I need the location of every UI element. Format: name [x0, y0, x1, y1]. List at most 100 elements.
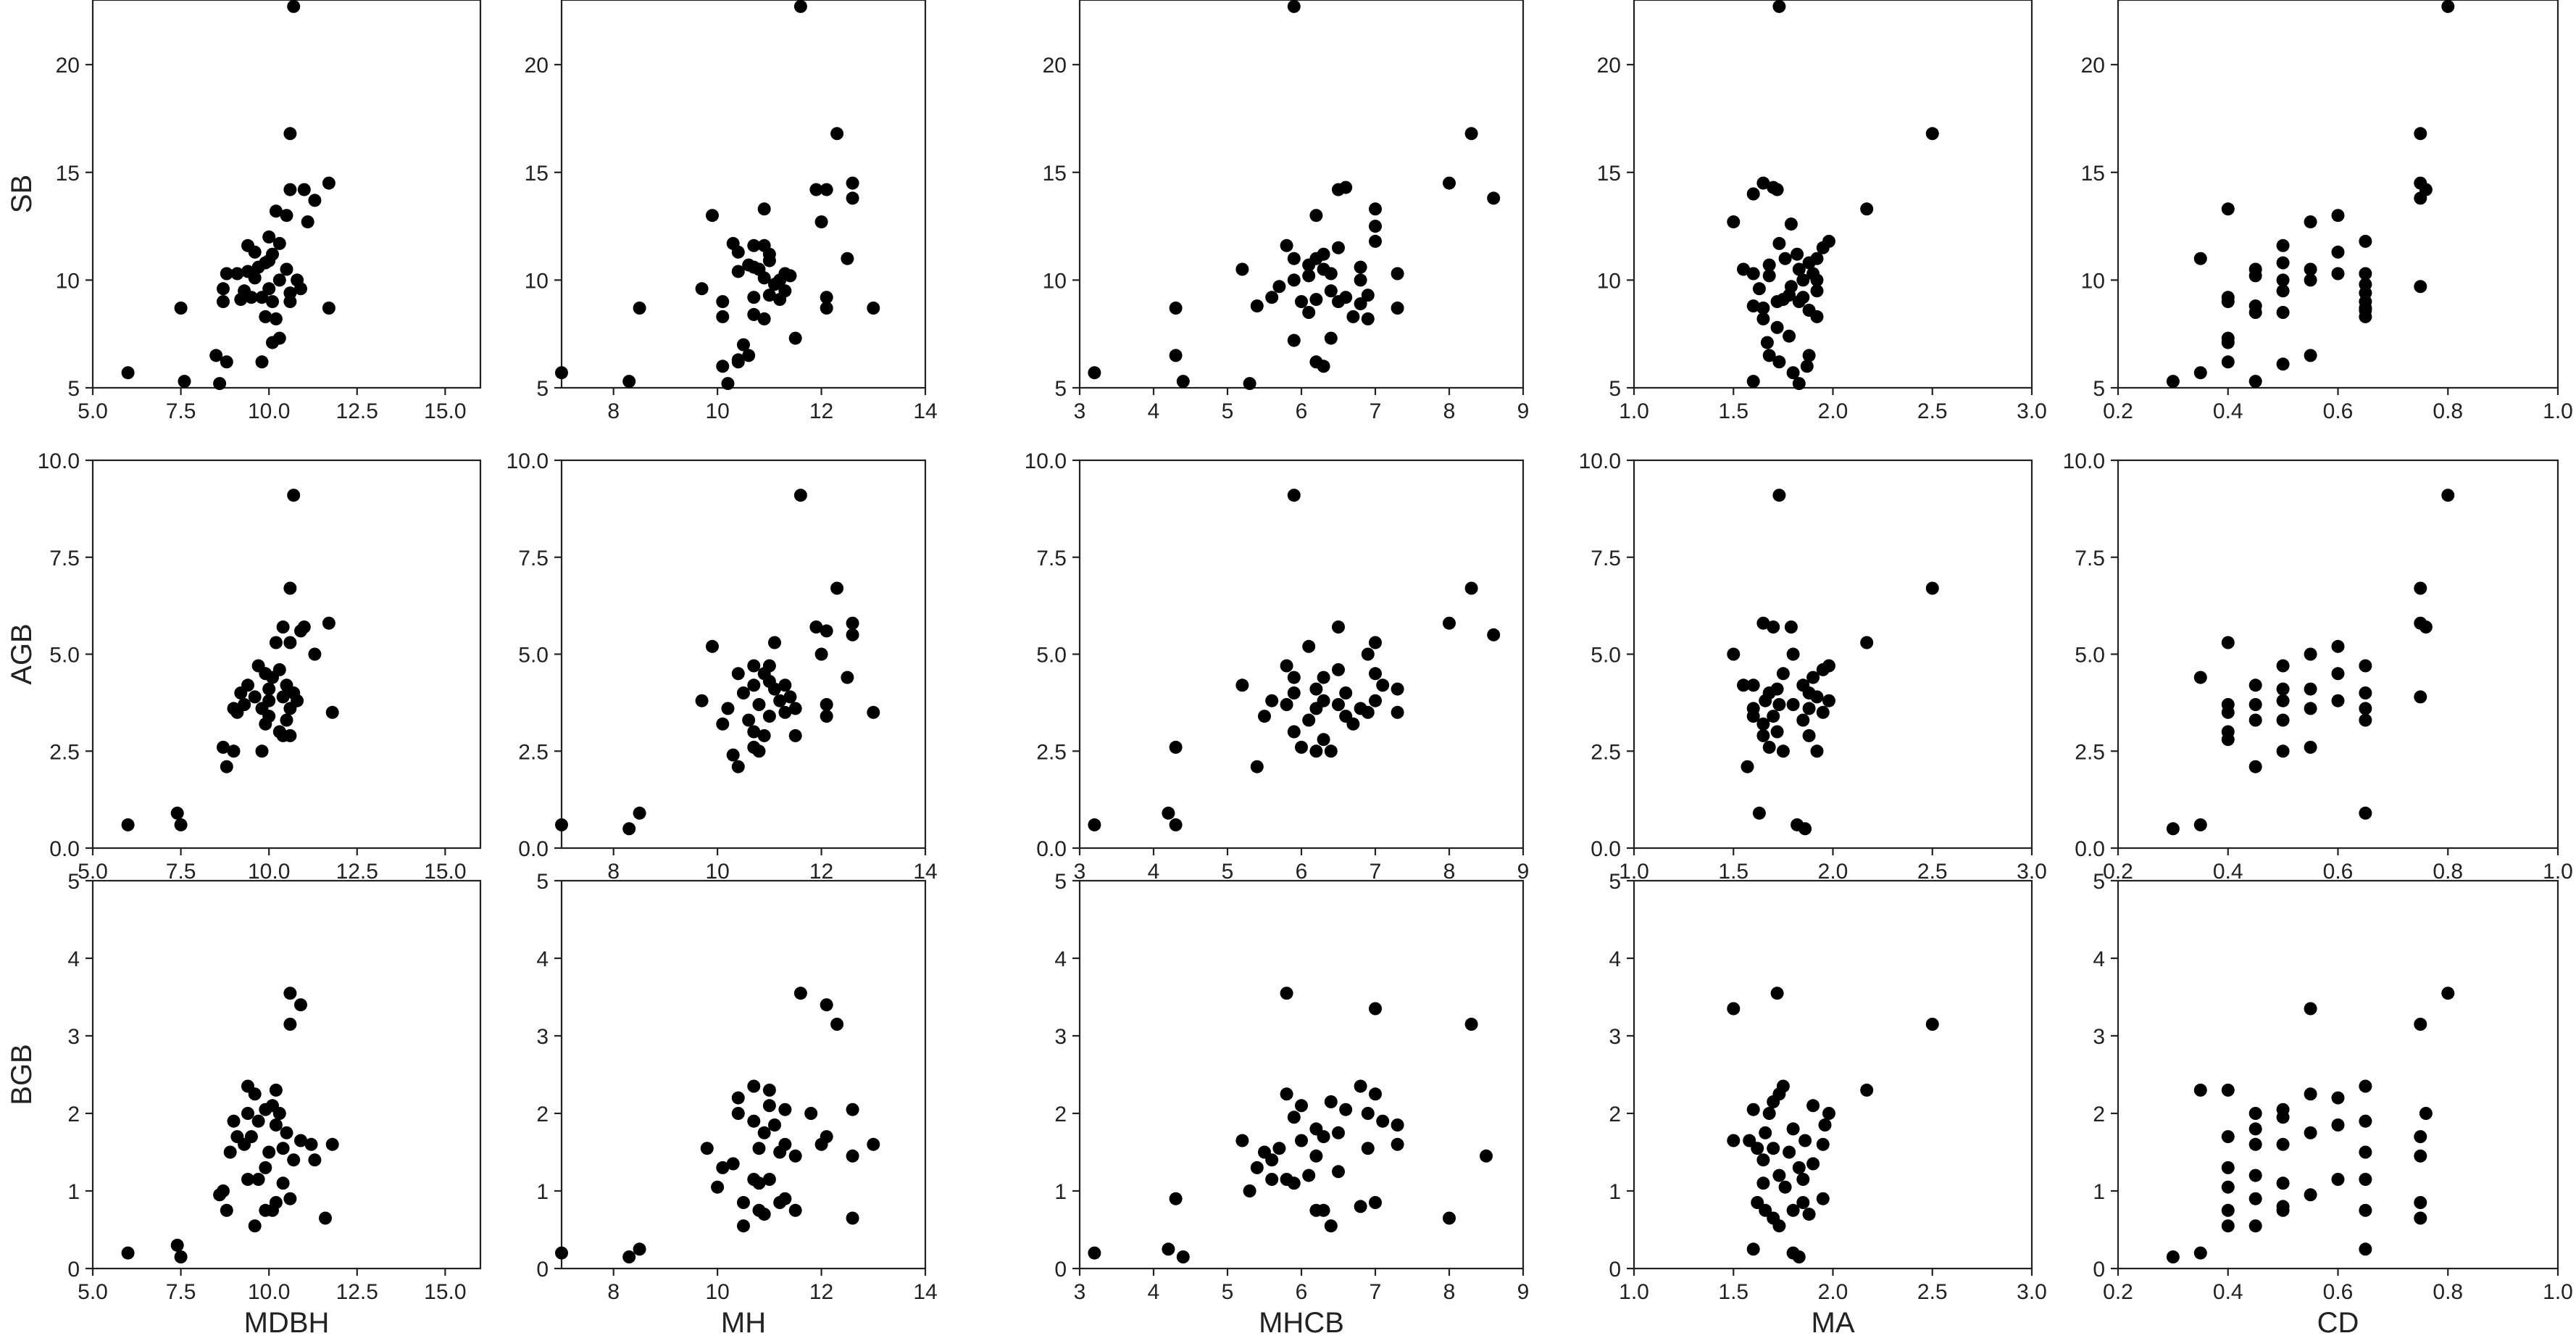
data-point: [752, 744, 766, 758]
data-point: [2221, 1180, 2235, 1194]
y-tick-label: 7.5: [2075, 547, 2105, 570]
data-point: [1391, 267, 1404, 281]
data-point: [2276, 1137, 2290, 1151]
data-point: [1796, 1196, 1810, 1209]
data-point: [1162, 806, 1175, 820]
x-tick-label: 1.0: [2543, 399, 2573, 423]
x-tick-label: 3: [1074, 399, 1086, 423]
data-point: [1265, 1173, 1279, 1186]
data-point: [814, 1137, 828, 1151]
data-point: [742, 713, 756, 727]
y-axis-label-bgb: BGB: [6, 1044, 38, 1105]
data-point: [2304, 1002, 2317, 1016]
data-point: [820, 183, 833, 196]
data-point: [633, 1242, 646, 1256]
panel-frame: [91, 879, 482, 1270]
data-point: [1746, 267, 1760, 281]
data-point: [742, 349, 756, 362]
data-point: [1822, 694, 1835, 707]
data-point: [1169, 349, 1183, 362]
x-tick-label: 5: [1222, 1280, 1234, 1304]
data-point: [820, 710, 833, 723]
data-point: [213, 1188, 227, 1202]
panel-sb-vs-cd: 0.2 0.4 0.6 0.8 1.0 5 10 15 20: [2081, 0, 2573, 423]
data-point: [757, 202, 771, 216]
data-point: [1369, 234, 1382, 248]
data-point: [2276, 744, 2290, 758]
data-point: [1309, 1149, 1323, 1163]
data-point: [251, 1173, 265, 1186]
points-group: [1727, 987, 1939, 1263]
data-point: [2331, 667, 2345, 681]
data-point: [1767, 620, 1780, 634]
data-point: [1088, 366, 1101, 380]
data-point: [2221, 1130, 2235, 1144]
panel-frame: [2117, 459, 2559, 850]
x-tick-label: 0.4: [2213, 399, 2243, 423]
data-point: [830, 127, 844, 141]
data-point: [213, 377, 227, 391]
data-point: [1280, 659, 1293, 673]
data-point: [227, 1114, 241, 1128]
data-point: [1302, 1168, 1316, 1182]
y-tick-label: 3: [1054, 1025, 1067, 1049]
data-point: [294, 282, 307, 296]
data-point: [2248, 1168, 2262, 1182]
data-point: [783, 269, 797, 283]
data-point: [272, 1107, 286, 1120]
data-point: [1786, 698, 1800, 711]
data-point: [2276, 713, 2290, 727]
y-tick-label: 0.0: [518, 837, 549, 861]
data-point: [2248, 1219, 2262, 1233]
data-point: [255, 355, 269, 369]
data-point: [695, 282, 709, 296]
data-point: [322, 302, 335, 315]
y-tick-label: 10.0: [2063, 449, 2105, 473]
panel-frame: [91, 0, 482, 389]
data-point: [762, 1099, 776, 1113]
data-point: [1235, 262, 1249, 276]
data-point: [220, 267, 233, 281]
data-point: [1369, 1087, 1382, 1101]
data-point: [1746, 678, 1760, 692]
data-point: [1798, 1134, 1812, 1147]
data-point: [716, 295, 730, 309]
data-point: [2248, 698, 2262, 711]
data-point: [622, 822, 636, 836]
data-point: [1309, 702, 1323, 715]
panel-frame: [1633, 0, 2033, 389]
data-point: [2359, 267, 2372, 281]
data-point: [1786, 366, 1800, 380]
x-tick-label: 2.0: [1818, 1280, 1848, 1304]
data-point: [1287, 686, 1301, 699]
data-point: [1265, 694, 1279, 707]
x-tick-label: 4: [1148, 399, 1160, 423]
data-point: [1250, 760, 1264, 773]
x-tick-label: 3: [1074, 860, 1086, 884]
panel-frame: [1633, 459, 2033, 850]
y-tick-label: 2: [67, 1103, 80, 1126]
data-point: [255, 291, 269, 304]
data-point: [2304, 349, 2317, 362]
x-tick-label: 12.5: [336, 1280, 378, 1304]
y-tick-label: 5: [536, 870, 549, 894]
data-point: [283, 581, 297, 595]
data-point: [1756, 176, 1770, 190]
data-point: [2414, 280, 2427, 294]
data-point: [230, 267, 244, 281]
data-point: [2193, 670, 2207, 684]
data-point: [1169, 818, 1183, 831]
data-point: [217, 740, 230, 754]
x-tick-label: 2.5: [1917, 1280, 1948, 1304]
data-point: [266, 336, 279, 349]
y-tick-label: 10.0: [1025, 449, 1067, 473]
x-tick-label: 9: [1517, 860, 1530, 884]
data-point: [283, 702, 297, 715]
x-tick-label: 10.0: [248, 1280, 290, 1304]
data-point: [2193, 252, 2207, 265]
data-point: [234, 293, 248, 307]
data-point: [262, 1145, 276, 1159]
data-point: [773, 293, 787, 307]
data-point: [1332, 241, 1345, 254]
data-point: [2276, 694, 2290, 707]
